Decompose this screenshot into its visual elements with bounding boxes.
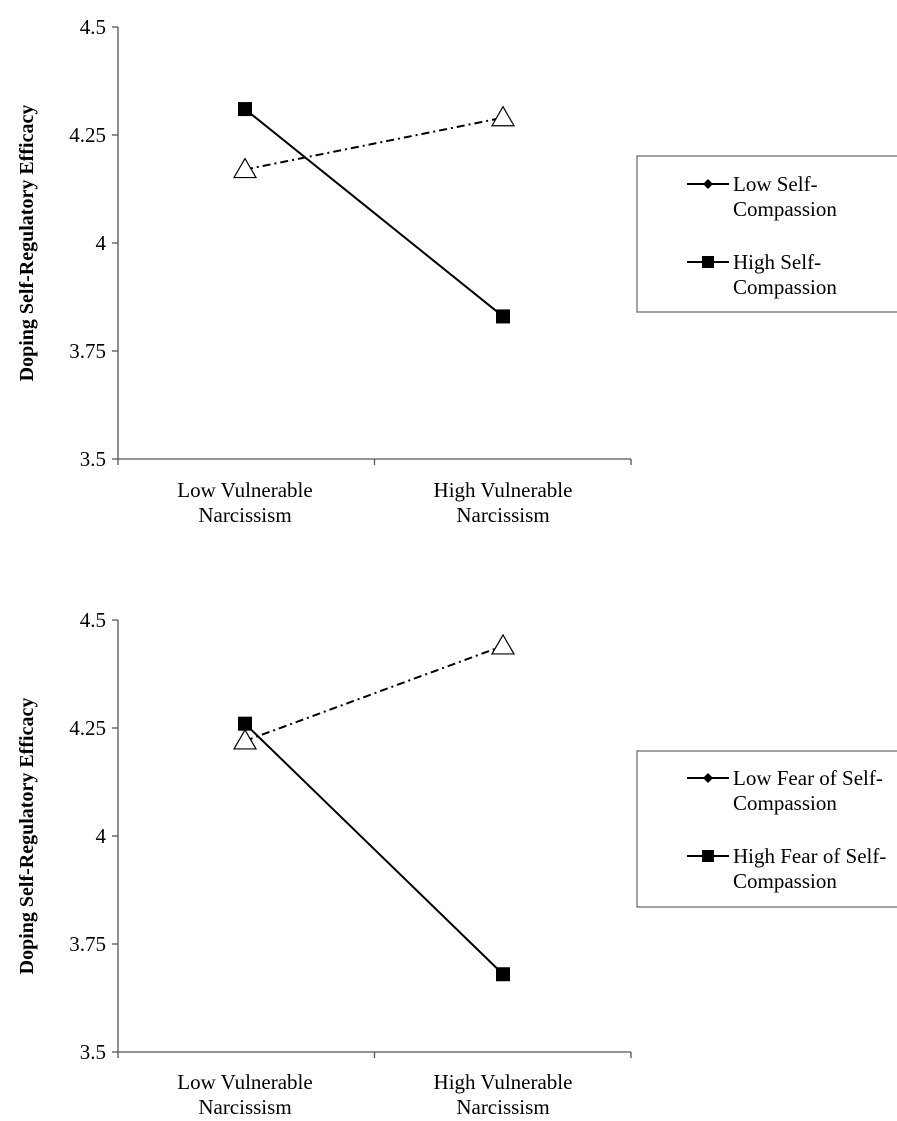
x-category-label: High Vulnerable Narcissism [434,478,573,527]
legend-box [636,750,897,908]
y-tick-label: 3.75 [69,339,106,363]
data-point-square [496,309,510,324]
x-category-label: High Vulnerable Narcissism [434,1070,573,1119]
series-line-1 [244,116,504,171]
legend-marker-square [702,850,714,862]
series-line-2 [244,722,504,975]
data-point-triangle [490,633,516,655]
y-tick-label: 4.5 [80,608,106,632]
y-tick-label: 4.5 [80,15,106,39]
y-tick-label: 3.5 [80,1040,106,1064]
x-category-label: Low Vulnerable Narcissism [177,478,312,527]
series-line-1 [244,644,504,742]
data-point-triangle [232,728,258,750]
data-point-square [238,716,252,731]
x-category-label: Low Vulnerable Narcissism [177,1070,312,1119]
y-tick-label: 4 [96,824,107,848]
legend-marker-square [702,256,714,268]
legend-label: High Fear of Self-Compassion [733,844,886,893]
y-axis-label: Doping Self-Regulatory Efficacy [16,698,38,975]
chart-1: 3.5 3.75 4 4.25 4.5 Low Vulnerable Narcissism H… [16,15,897,527]
y-tick-label: 4.25 [69,123,106,147]
legend-marker-diamond [703,773,713,783]
y-axis-label: Doping Self-Regulatory Efficacy [16,105,38,382]
y-tick-label: 4.25 [69,716,106,740]
series-line-2 [244,108,504,318]
data-point-square [496,967,510,982]
legend-label: Low Self-Compassion [733,172,837,221]
legend-label: High Self-Compassion [733,250,837,299]
data-point-triangle [490,105,516,127]
legend-box [636,155,897,313]
data-point-square [238,102,252,117]
y-tick-label: 3.75 [69,932,106,956]
data-point-triangle [232,157,258,179]
legend-label: Low Fear of Self-Compassion [733,766,883,815]
y-tick-label: 3.5 [80,447,106,471]
y-tick-label: 4 [96,231,107,255]
chart-2: 3.5 3.75 4 4.25 4.5 Low Vulnerable Narcissism H… [16,608,897,1119]
legend-marker-diamond [703,179,713,189]
